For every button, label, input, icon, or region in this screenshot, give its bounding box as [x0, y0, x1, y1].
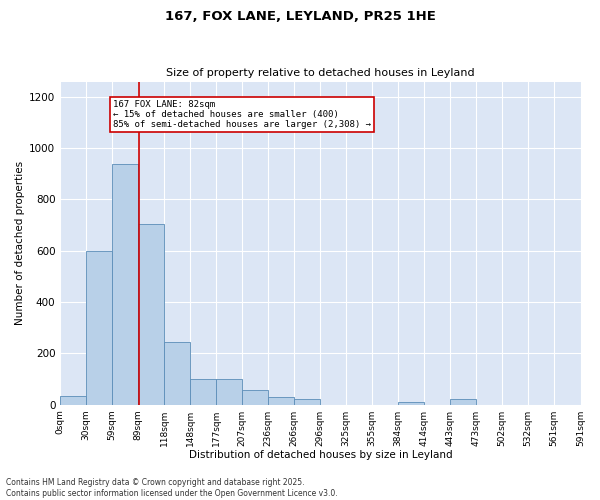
Bar	[294, 400, 320, 404]
Bar	[190, 379, 216, 404]
Bar	[268, 397, 294, 404]
Y-axis label: Number of detached properties: Number of detached properties	[15, 161, 25, 325]
Bar	[86, 251, 112, 404]
Text: Contains HM Land Registry data © Crown copyright and database right 2025.
Contai: Contains HM Land Registry data © Crown c…	[6, 478, 338, 498]
Bar	[164, 342, 190, 404]
Text: 167 FOX LANE: 82sqm
← 15% of detached houses are smaller (400)
85% of semi-detac: 167 FOX LANE: 82sqm ← 15% of detached ho…	[113, 100, 371, 130]
Bar	[216, 379, 242, 404]
Text: 167, FOX LANE, LEYLAND, PR25 1HE: 167, FOX LANE, LEYLAND, PR25 1HE	[164, 10, 436, 23]
X-axis label: Distribution of detached houses by size in Leyland: Distribution of detached houses by size …	[188, 450, 452, 460]
Title: Size of property relative to detached houses in Leyland: Size of property relative to detached ho…	[166, 68, 475, 78]
Bar	[242, 390, 268, 404]
Bar	[60, 396, 86, 404]
Bar	[138, 224, 164, 404]
Bar	[112, 164, 138, 404]
Bar	[450, 400, 476, 404]
Bar	[398, 402, 424, 404]
